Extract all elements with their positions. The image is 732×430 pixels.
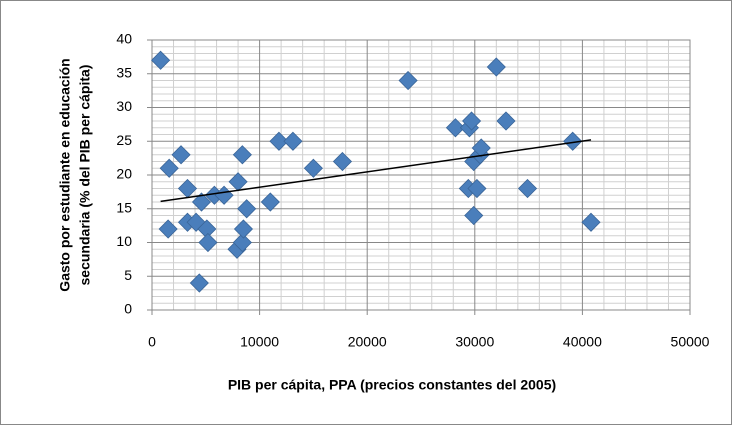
- x-tick-label: 0: [148, 334, 156, 350]
- x-tick-label: 50000: [671, 334, 710, 350]
- data-point: [158, 219, 178, 239]
- data-point: [445, 118, 465, 138]
- data-point: [191, 192, 212, 212]
- data-point: [269, 131, 289, 151]
- y-tick-label: 35: [116, 64, 132, 80]
- data-point: [471, 138, 491, 158]
- y-tick-label: 0: [124, 301, 132, 317]
- plot-area: [151, 39, 691, 311]
- data-point: [171, 145, 191, 165]
- y-axis-label: Gasto por estudiante en educación: [57, 58, 73, 291]
- x-tick-label: 40000: [563, 334, 602, 350]
- data-point: [232, 232, 252, 253]
- y-tick-label: 10: [116, 233, 132, 249]
- x-tick-label: 10000: [240, 334, 279, 350]
- data-point: [462, 111, 482, 131]
- data-point: [214, 185, 234, 205]
- data-point: [159, 158, 179, 178]
- y-tick-label: 30: [116, 98, 132, 114]
- data-point: [496, 111, 516, 131]
- data-point: [398, 70, 418, 91]
- trendline: [160, 139, 592, 203]
- data-point: [151, 50, 171, 70]
- data-point: [303, 158, 323, 178]
- x-axis-label: PIB per cápita, PPA (precios constantes …: [228, 377, 556, 393]
- data-point: [332, 151, 353, 172]
- data-point: [237, 199, 257, 219]
- y-tick-label: 25: [116, 132, 132, 148]
- data-point: [233, 219, 254, 239]
- data-point: [563, 131, 583, 151]
- y-tick-label: 20: [116, 166, 132, 182]
- x-tick-label: 20000: [348, 334, 387, 350]
- data-point: [464, 205, 484, 226]
- data-point: [467, 178, 487, 199]
- data-point: [260, 192, 280, 212]
- x-tick-label: 30000: [455, 334, 494, 350]
- data-point: [198, 232, 218, 253]
- data-point: [232, 145, 252, 165]
- data-point: [486, 57, 506, 77]
- data-point: [283, 131, 303, 151]
- y-axis-label: secundaria (% del PIB per cápita): [77, 65, 93, 286]
- y-tick-label: 15: [116, 199, 132, 215]
- y-tick-label: 5: [124, 267, 132, 283]
- data-point: [517, 178, 538, 199]
- data-point: [189, 273, 209, 293]
- y-tick-label: 40: [116, 31, 132, 47]
- data-point: [581, 212, 601, 232]
